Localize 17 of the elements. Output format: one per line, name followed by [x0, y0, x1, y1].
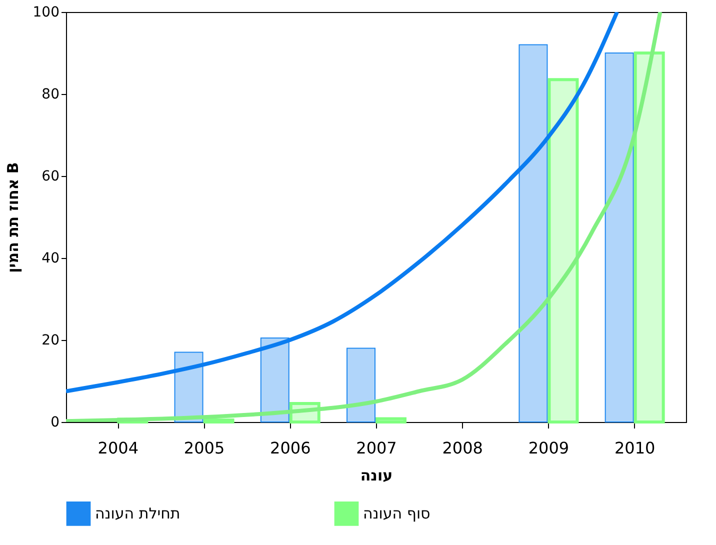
y-tick-label: 80 — [42, 86, 60, 102]
y-tick-label: 40 — [42, 250, 60, 266]
y-tick-label: 100 — [32, 4, 60, 20]
y-tick-label: 60 — [42, 168, 60, 184]
x-tick-label: 2008 — [442, 438, 483, 458]
y-axis-title: אחוז תת המין B — [4, 162, 22, 273]
x-tick-label: 2004 — [98, 438, 139, 458]
x-axis-title: עונה — [360, 466, 393, 484]
legend-label: תחילת העונה — [95, 504, 180, 523]
x-tick-label: 2005 — [184, 438, 225, 458]
y-tick-label: 20 — [42, 332, 60, 348]
x-tick-label: 2010 — [614, 438, 656, 458]
legend-label: סוף העונה — [363, 504, 430, 523]
y-tick-label: 0 — [50, 414, 60, 430]
x-tick-label: 2007 — [356, 438, 397, 458]
x-tick-label: 2006 — [270, 438, 311, 458]
x-tick-label: 2009 — [528, 438, 570, 458]
